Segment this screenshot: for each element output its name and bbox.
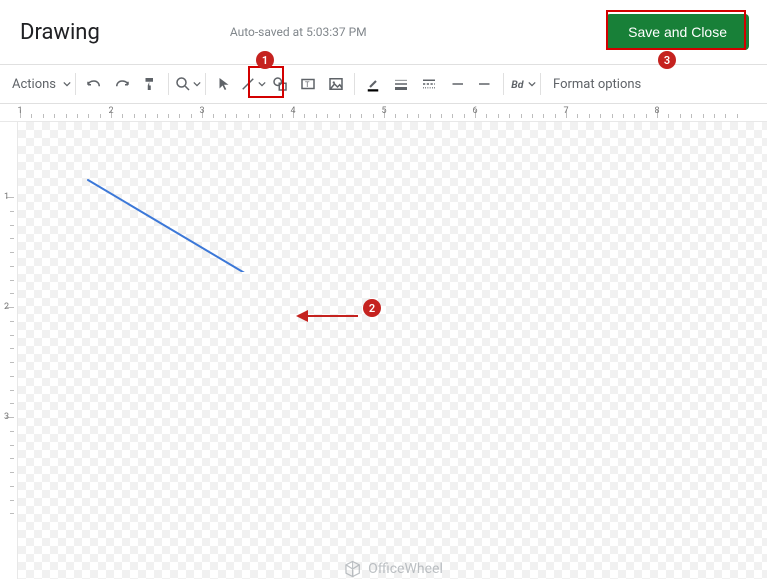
- separator: [354, 73, 355, 95]
- separator: [205, 73, 206, 95]
- separator: [503, 73, 504, 95]
- svg-text:T: T: [305, 80, 310, 89]
- line-tool[interactable]: [238, 70, 266, 98]
- line-end-button[interactable]: [471, 70, 499, 98]
- undo-button[interactable]: [80, 70, 108, 98]
- zoom-menu[interactable]: [173, 70, 201, 98]
- chevron-down-icon: [193, 77, 201, 92]
- save-and-close-button[interactable]: Save and Close: [606, 14, 749, 50]
- separator: [540, 73, 541, 95]
- line-start-button[interactable]: [443, 70, 471, 98]
- separator: [168, 73, 169, 95]
- format-options-button[interactable]: Format options: [545, 77, 649, 92]
- paint-format-button[interactable]: [136, 70, 164, 98]
- callout-arrow: [18, 122, 767, 579]
- actions-label: Actions: [8, 77, 62, 92]
- page-title: Drawing: [20, 20, 100, 45]
- svg-text:Bd: Bd: [511, 78, 525, 91]
- chevron-down-icon: [528, 77, 536, 92]
- toolbar: Actions T: [0, 64, 767, 104]
- line-dash-button[interactable]: [415, 70, 443, 98]
- shape-tool[interactable]: [266, 70, 294, 98]
- vertical-ruler: 123: [0, 122, 18, 579]
- drawing-canvas[interactable]: OfficeWheel: [18, 122, 767, 579]
- separator: [75, 73, 76, 95]
- line-color-button[interactable]: [359, 70, 387, 98]
- horizontal-ruler: 12345678: [0, 104, 767, 122]
- drawn-line: [18, 122, 318, 272]
- chevron-down-icon: [258, 77, 266, 92]
- image-tool[interactable]: [322, 70, 350, 98]
- select-tool[interactable]: [210, 70, 238, 98]
- watermark-text: OfficeWheel: [368, 561, 443, 577]
- watermark: OfficeWheel: [342, 559, 443, 579]
- autosave-status: Auto-saved at 5:03:37 PM: [230, 25, 367, 39]
- line-weight-button[interactable]: [387, 70, 415, 98]
- actions-menu[interactable]: Actions: [8, 70, 71, 98]
- textbox-tool[interactable]: T: [294, 70, 322, 98]
- word-art-button[interactable]: Bd: [508, 70, 536, 98]
- chevron-down-icon: [63, 77, 71, 92]
- redo-button[interactable]: [108, 70, 136, 98]
